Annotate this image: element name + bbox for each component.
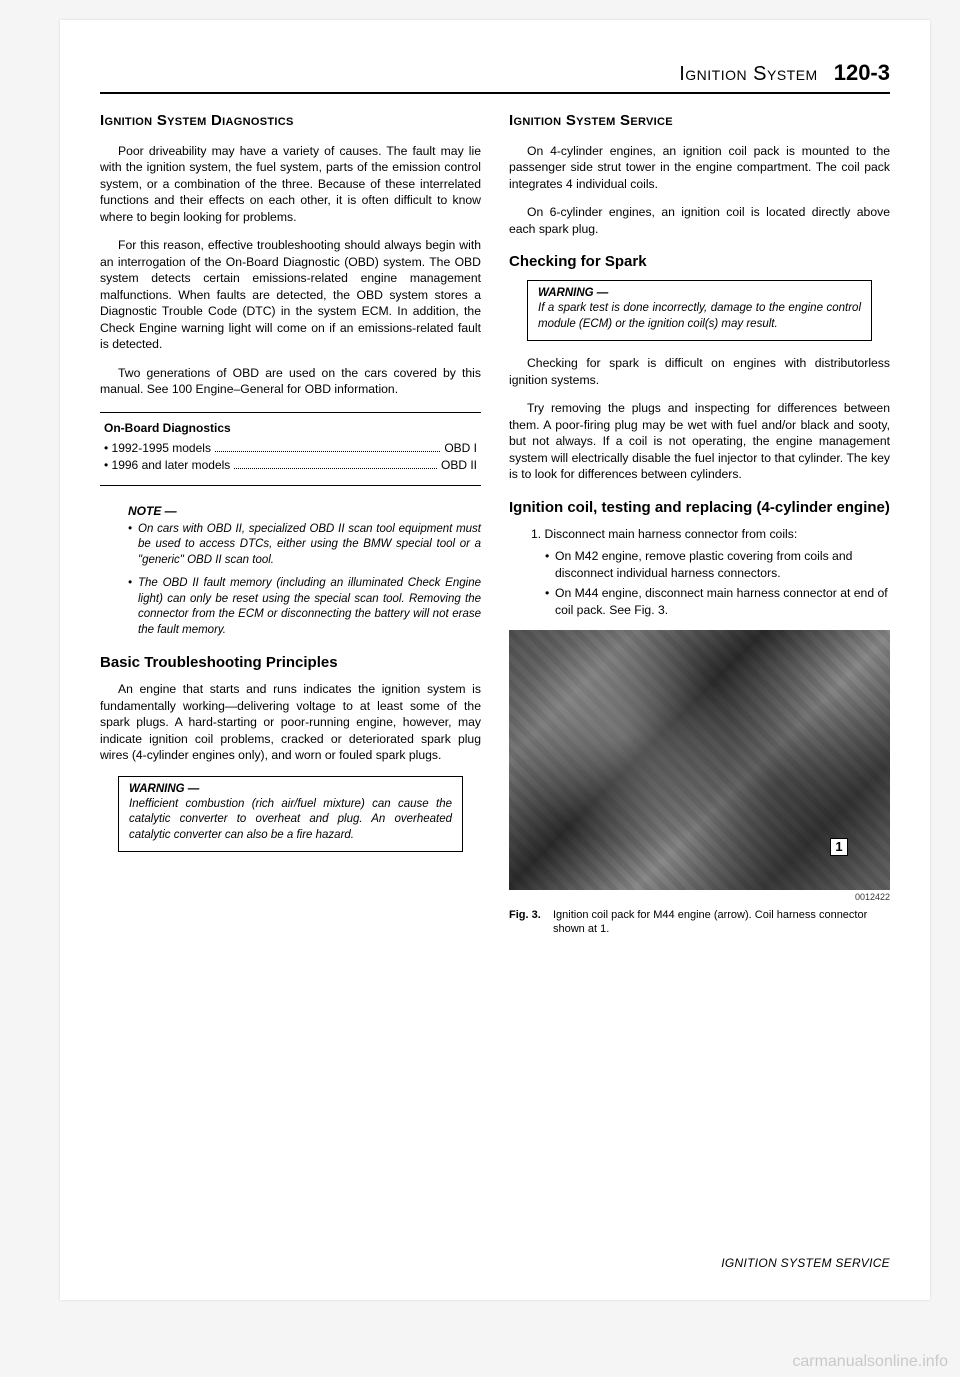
para-basic-1: An engine that starts and runs indicates… (100, 681, 481, 763)
figure-3-caption-text: Ignition coil pack for M44 engine (arrow… (553, 909, 867, 935)
figure-3-id: 0012422 (509, 892, 890, 902)
para-spark-1: Checking for spark is difficult on engin… (509, 355, 890, 388)
header-page-number: 120-3 (834, 60, 890, 86)
heading-diagnostics-text: Ignition System Diagnostics (100, 112, 294, 129)
note-block: NOTE — On cars with OBD II, specialized … (128, 504, 481, 639)
figure-marker-1: 1 (830, 838, 848, 856)
heading-ignition-coil: Ignition coil, testing and replacing (4-… (509, 499, 890, 516)
note-label: NOTE — (128, 504, 481, 518)
para-service-1: On 4-cylinder engines, an ignition coil … (509, 143, 890, 192)
note-item-2: The OBD II fault memory (including an il… (128, 576, 481, 638)
warning-label-left: WARNING — (129, 783, 452, 795)
heading-checking-spark: Checking for Spark (509, 253, 890, 270)
content-columns: Ignition System Diagnostics Poor driveab… (100, 112, 890, 937)
obd-line-1-right: OBD I (444, 441, 477, 455)
obd-line-1-left: • 1992-1995 models (104, 441, 211, 455)
left-column: Ignition System Diagnostics Poor driveab… (100, 112, 481, 937)
dot-leader (215, 441, 440, 452)
page-header: Ignition System 120-3 (100, 60, 890, 94)
figure-3-image: 1 (509, 630, 890, 890)
step-1a: On M42 engine, remove plastic covering f… (545, 548, 890, 581)
header-title: Ignition System (679, 63, 818, 86)
heading-basic-troubleshooting: Basic Troubleshooting Principles (100, 654, 481, 671)
warning-box-right: WARNING — If a spark test is done incorr… (527, 280, 872, 341)
right-column: Ignition System Service On 4-cylinder en… (509, 112, 890, 937)
figure-3-label: Fig. 3. (509, 908, 541, 922)
para-diag-1: Poor driveability may have a variety of … (100, 143, 481, 225)
heading-service: Ignition System Service (509, 112, 890, 129)
step-1: 1. Disconnect main harness connector fro… (531, 526, 890, 542)
warning-label-right: WARNING — (538, 287, 861, 299)
figure-3: 1 0012422 Fig. 3. Ignition coil pack for… (509, 630, 890, 937)
heading-diagnostics: Ignition System Diagnostics (100, 112, 481, 129)
warning-box-left: WARNING — Inefficient combustion (rich a… (118, 776, 463, 853)
note-item-1: On cars with OBD II, specialized OBD II … (128, 522, 481, 569)
obd-line-2: • 1996 and later models OBD II (104, 458, 477, 472)
warning-text-left: Inefficient combustion (rich air/fuel mi… (129, 797, 452, 844)
obd-line-2-left: • 1996 and later models (104, 458, 230, 472)
obd-diagnostics-block: On-Board Diagnostics • 1992-1995 models … (100, 412, 481, 486)
obd-line-1: • 1992-1995 models OBD I (104, 441, 477, 455)
figure-3-caption: Fig. 3. Ignition coil pack for M44 engin… (509, 908, 890, 937)
heading-service-text: Ignition System Service (509, 112, 673, 129)
dot-leader (234, 458, 437, 469)
footer-section-label: IGNITION SYSTEM SERVICE (721, 1256, 890, 1270)
watermark: carmanualsonline.info (792, 1353, 948, 1371)
warning-text-right: If a spark test is done incorrectly, dam… (538, 301, 861, 332)
step-1b: On M44 engine, disconnect main harness c… (545, 585, 890, 618)
obd-line-2-right: OBD II (441, 458, 477, 472)
obd-title: On-Board Diagnostics (104, 421, 477, 435)
para-diag-3: Two generations of OBD are used on the c… (100, 365, 481, 398)
para-spark-2: Try removing the plugs and inspecting fo… (509, 400, 890, 482)
manual-page: Ignition System 120-3 Ignition System Di… (60, 20, 930, 1300)
para-diag-2: For this reason, effective troubleshooti… (100, 237, 481, 352)
procedure-steps: 1. Disconnect main harness connector fro… (531, 526, 890, 618)
para-service-2: On 6-cylinder engines, an ignition coil … (509, 204, 890, 237)
